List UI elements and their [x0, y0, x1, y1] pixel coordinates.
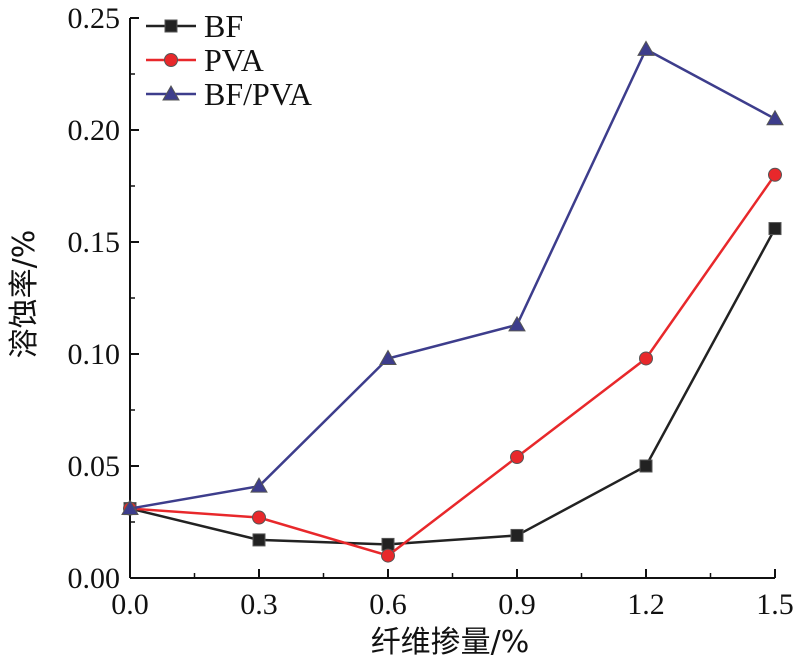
data-point	[768, 167, 782, 182]
legend-label: PVA	[204, 42, 264, 78]
series-line	[129, 174, 777, 557]
axes: 0.00 0.05 0.10 0.15 0.20 0.25 0.0 0.3 0.6 0.9 1.2 1…	[68, 2, 794, 621]
data-point	[639, 459, 653, 473]
y-axis-label: 溶蚀率/%	[7, 230, 42, 359]
data-point	[637, 40, 655, 56]
data-point	[510, 528, 524, 542]
series-line	[129, 227, 777, 546]
y-tick-label: 0.05	[68, 450, 121, 483]
series-line	[129, 47, 776, 510]
x-tick-label: 0.9	[498, 588, 536, 621]
data-point	[121, 499, 139, 516]
legend-entry: PVA	[146, 42, 264, 78]
y-tick-label: 0.15	[68, 226, 121, 259]
series-bf-pva	[121, 40, 784, 516]
data-point	[768, 222, 782, 236]
data-point	[510, 450, 524, 465]
legend-entry: BF	[146, 8, 243, 44]
y-tick-label: 0.10	[68, 338, 121, 371]
series-pva	[123, 167, 782, 563]
series-bf	[123, 222, 782, 551]
x-axis-label: 纤维掺量/%	[371, 625, 530, 660]
data-point	[766, 109, 784, 126]
y-tick-label: 0.25	[68, 2, 121, 35]
series-layer	[121, 40, 784, 563]
x-tick-label: 1.5	[756, 588, 794, 621]
legend-marker	[162, 84, 180, 101]
data-point	[508, 315, 526, 332]
data-point	[381, 548, 395, 563]
legend-marker	[164, 19, 178, 33]
legend-label: BF/PVA	[204, 76, 312, 112]
x-tick-label: 1.2	[627, 588, 665, 621]
x-tick-label: 0.6	[369, 588, 407, 621]
data-point	[379, 349, 397, 365]
data-point	[252, 510, 266, 525]
data-point	[250, 477, 268, 493]
y-tick-label: 0.00	[68, 562, 121, 595]
data-point	[252, 533, 266, 547]
legend-entry: BF/PVA	[146, 76, 312, 112]
x-tick-label: 0.0	[111, 588, 149, 621]
x-tick-label: 0.3	[240, 588, 278, 621]
data-point	[639, 351, 653, 366]
legend-marker	[164, 53, 178, 67]
y-tick-label: 0.20	[68, 114, 121, 147]
legend-label: BF	[204, 8, 243, 44]
